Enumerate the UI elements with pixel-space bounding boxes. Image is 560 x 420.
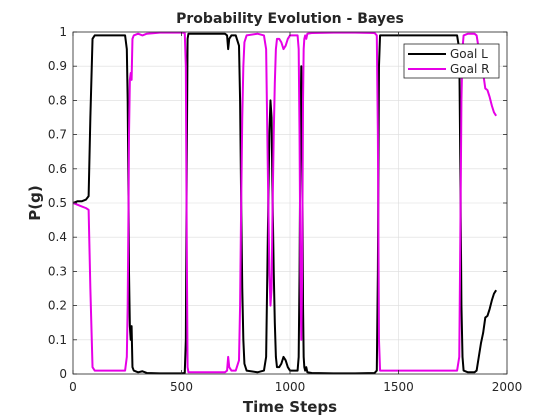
series-layer [72,31,497,375]
x-axis-title: Time Steps [243,398,337,416]
x-tick-label: 0 [69,380,77,394]
x-tick-label: 1500 [383,380,414,394]
y-tick-label: 0.2 [48,299,67,313]
y-tick-label: 0 [59,367,67,381]
series-line-goal-r [72,31,497,374]
y-tick-label: 0.4 [48,230,67,244]
legend-box [403,43,500,79]
y-tick-label: 0.6 [48,162,67,176]
y-tick-label: 0.1 [48,333,67,347]
y-tick-label: 0.8 [48,93,67,107]
y-axis-title: P(g) [26,185,44,220]
chart-title: Probability Evolution - Bayes [176,11,404,27]
ticks [72,31,508,375]
y-tick-label: 0.9 [48,59,67,73]
legend-label-goal-l: Goal L [450,47,488,61]
y-tick-label: 0.3 [48,264,67,278]
x-tick-label: 500 [170,380,193,394]
legend-label-goal-r: Goal R [450,62,489,76]
y-tick-label: 0.5 [48,196,67,210]
legend: Goal L Goal R [403,43,500,79]
y-tick-label: 1 [59,25,67,39]
y-tick-label: 0.7 [48,128,67,142]
x-tick-label: 1000 [275,380,306,394]
tick-labels: 0 500 1000 1500 2000 0 0.1 0.2 0.3 0.4 0.5 0.6 0.7 0.… [48,25,522,394]
x-tick-label: 2000 [492,380,523,394]
